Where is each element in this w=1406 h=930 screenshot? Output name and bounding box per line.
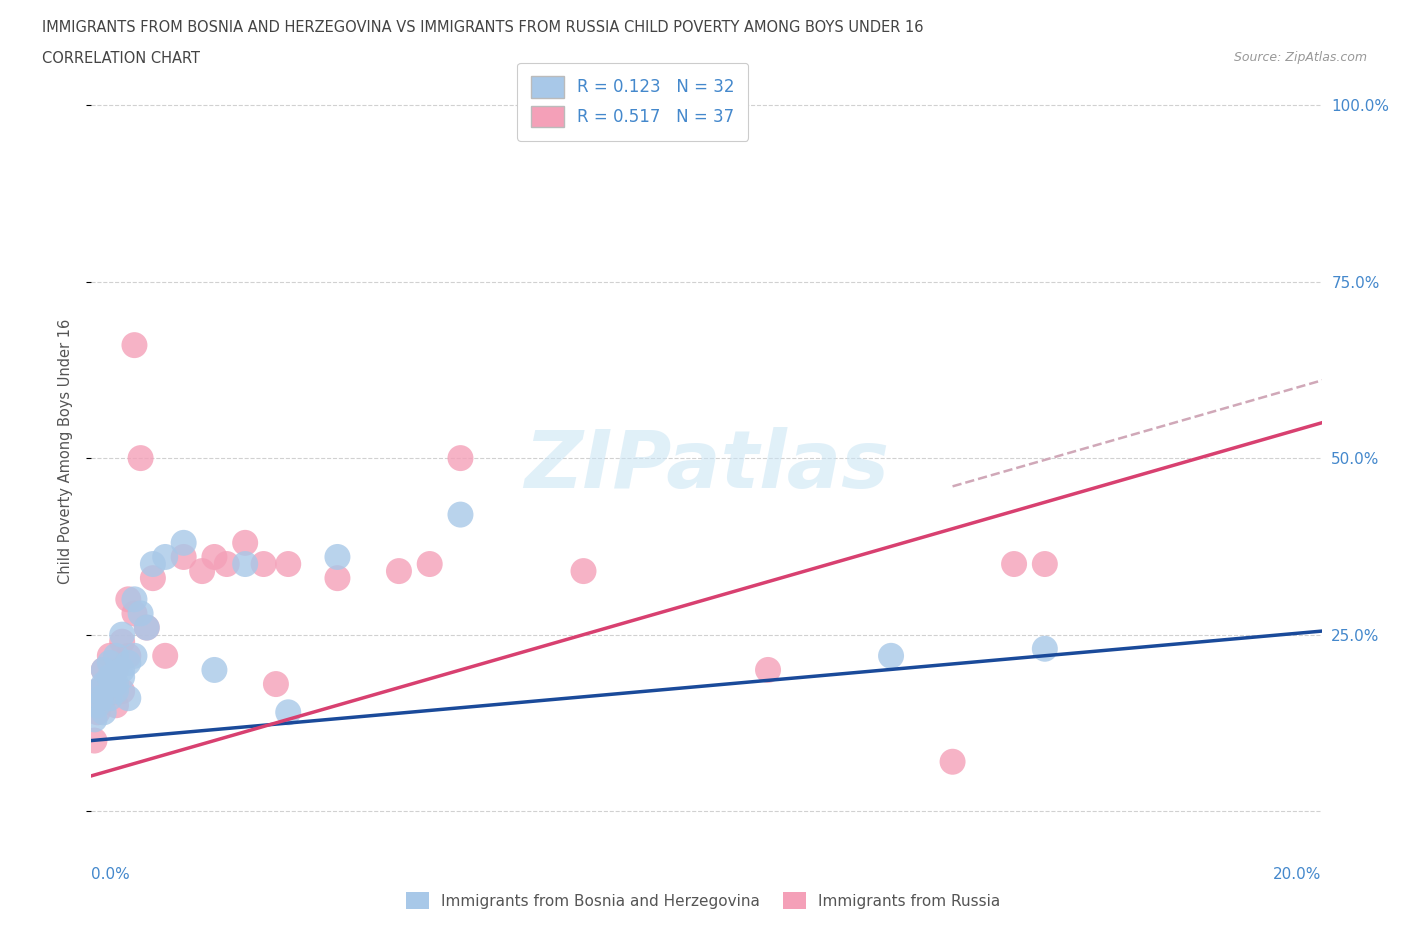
Legend: Immigrants from Bosnia and Herzegovina, Immigrants from Russia: Immigrants from Bosnia and Herzegovina, …: [399, 886, 1007, 915]
Legend: R = 0.123   N = 32, R = 0.517   N = 37: R = 0.123 N = 32, R = 0.517 N = 37: [517, 63, 748, 140]
Point: [326, 550, 349, 565]
Point: [98, 656, 121, 671]
Point: [173, 550, 195, 565]
Point: [277, 705, 299, 720]
Point: [98, 691, 121, 706]
Point: [202, 662, 225, 677]
Point: [135, 620, 157, 635]
Point: [129, 451, 152, 466]
Point: [105, 648, 127, 663]
Point: [90, 691, 112, 706]
Point: [117, 591, 139, 606]
Point: [419, 556, 441, 571]
Point: [111, 634, 134, 649]
Point: [191, 564, 214, 578]
Y-axis label: Child Poverty Among Boys Under 16: Child Poverty Among Boys Under 16: [58, 318, 73, 584]
Point: [942, 754, 965, 769]
Point: [93, 662, 115, 677]
Point: [696, 119, 718, 134]
Point: [135, 620, 157, 635]
Point: [124, 606, 146, 621]
Point: [1033, 556, 1056, 571]
Point: [98, 670, 121, 684]
Point: [124, 591, 146, 606]
Point: [86, 698, 108, 712]
Point: [86, 684, 108, 698]
Point: [388, 564, 411, 578]
Point: [105, 662, 127, 677]
Point: [756, 662, 779, 677]
Point: [111, 684, 134, 698]
Point: [83, 733, 105, 748]
Point: [98, 677, 121, 692]
Point: [111, 662, 134, 677]
Point: [253, 556, 276, 571]
Point: [277, 556, 299, 571]
Point: [111, 670, 134, 684]
Point: [105, 698, 127, 712]
Point: [124, 338, 146, 352]
Point: [93, 662, 115, 677]
Point: [233, 536, 256, 551]
Point: [173, 536, 195, 551]
Point: [117, 648, 139, 663]
Point: [105, 677, 127, 692]
Point: [153, 648, 177, 663]
Point: [153, 550, 177, 565]
Point: [83, 712, 105, 727]
Text: ZIPatlas: ZIPatlas: [524, 427, 889, 505]
Point: [111, 627, 134, 642]
Text: 0.0%: 0.0%: [91, 867, 131, 882]
Text: Source: ZipAtlas.com: Source: ZipAtlas.com: [1233, 51, 1367, 64]
Text: IMMIGRANTS FROM BOSNIA AND HERZEGOVINA VS IMMIGRANTS FROM RUSSIA CHILD POVERTY A: IMMIGRANTS FROM BOSNIA AND HERZEGOVINA V…: [42, 20, 924, 35]
Point: [233, 556, 256, 571]
Point: [98, 648, 121, 663]
Point: [86, 684, 108, 698]
Point: [105, 684, 127, 698]
Point: [93, 705, 115, 720]
Point: [86, 705, 108, 720]
Point: [449, 451, 471, 466]
Point: [93, 677, 115, 692]
Point: [142, 571, 165, 586]
Point: [1002, 556, 1025, 571]
Point: [572, 564, 595, 578]
Point: [326, 571, 349, 586]
Point: [215, 556, 238, 571]
Text: CORRELATION CHART: CORRELATION CHART: [42, 51, 200, 66]
Point: [449, 507, 471, 522]
Point: [117, 656, 139, 671]
Point: [93, 691, 115, 706]
Point: [124, 648, 146, 663]
Point: [1033, 642, 1056, 657]
Text: 20.0%: 20.0%: [1274, 867, 1322, 882]
Point: [142, 556, 165, 571]
Point: [202, 550, 225, 565]
Point: [880, 648, 903, 663]
Point: [129, 606, 152, 621]
Point: [117, 691, 139, 706]
Point: [264, 677, 287, 692]
